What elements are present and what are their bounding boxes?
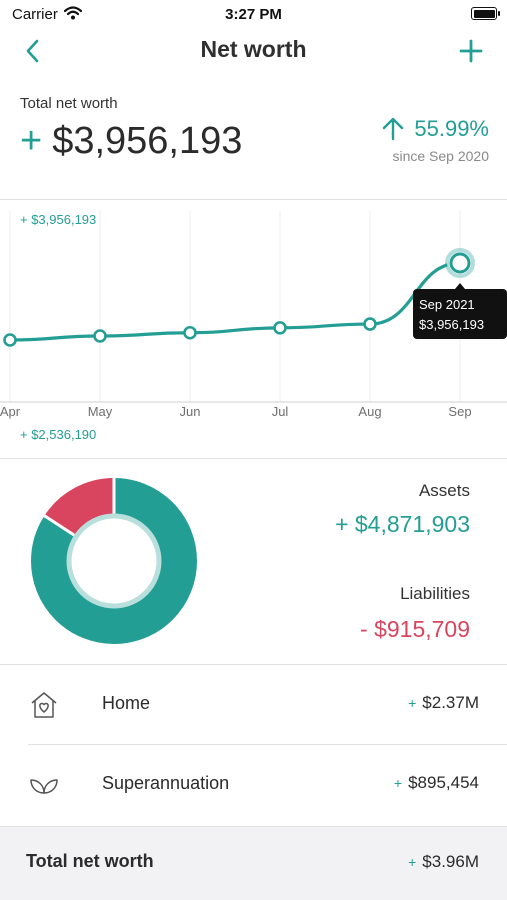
x-tick-label: Jul <box>272 404 289 419</box>
row-value: + $895,454 <box>394 773 479 793</box>
row-label: Superannuation <box>102 773 230 793</box>
data-point[interactable] <box>363 317 377 331</box>
donut-separator <box>43 514 78 538</box>
summary-label: Total net worth <box>20 95 118 112</box>
x-tick-label: Aug <box>358 404 381 419</box>
wifi-icon <box>63 6 83 25</box>
plus-icon[interactable] <box>457 36 485 66</box>
divider <box>0 664 507 665</box>
arrow-up-icon <box>383 117 404 141</box>
x-tick-label: Apr <box>0 404 21 419</box>
status-bar: Carrier 3:27 PM <box>0 0 507 28</box>
assets-value: + $4,871,903 <box>335 511 470 537</box>
summary-change: 55.99% <box>382 116 489 142</box>
row-amount: $895,454 <box>408 773 479 792</box>
house-heart-icon <box>28 689 60 721</box>
data-point[interactable] <box>3 333 17 347</box>
list-item-superannuation[interactable]: Superannuation + $895,454 <box>0 745 507 823</box>
total-label: Total net worth <box>26 851 154 871</box>
list-item-home[interactable]: Home + $2.37M <box>0 665 507 743</box>
data-point[interactable] <box>273 321 287 335</box>
change-since: since Sep 2020 <box>392 148 489 164</box>
carrier-name: Carrier <box>12 6 58 23</box>
total-net-worth-bar: Total net worth + $3.96M <box>0 826 507 900</box>
change-percent: 55.99% <box>414 116 489 141</box>
data-point[interactable] <box>183 325 197 340</box>
status-time: 3:27 PM <box>225 6 282 23</box>
battery-icon <box>471 7 500 20</box>
row-divider <box>28 744 507 745</box>
data-point[interactable] <box>93 329 107 343</box>
chart-min-label: + $2,536,190 <box>20 427 97 442</box>
row-value: + $2.37M <box>408 693 479 713</box>
row-label: Home <box>102 693 151 713</box>
x-tick-label: May <box>88 404 113 419</box>
liabilities-value: - $915,709 <box>360 616 470 642</box>
assets-liabilities-breakdown: Assets + $4,871,903 Liabilities - $915,7… <box>0 459 507 664</box>
net-worth-chart[interactable]: Apr May Jun Jul Aug Sep Sep 2021 $3,956,193 + $… <box>0 200 507 458</box>
row-sign: + <box>408 695 417 711</box>
x-tick-label: Sep <box>448 404 471 419</box>
selected-data-point[interactable] <box>449 252 471 274</box>
total-amount: $3.96M <box>422 852 479 871</box>
donut-hole <box>66 513 162 609</box>
series-line <box>8 261 462 342</box>
total-value: + $3.96M <box>408 852 479 872</box>
nav-bar: Net worth <box>0 28 507 74</box>
summary-amount: + $3,956,193 <box>20 120 242 163</box>
chart-tooltip: Sep 2021 $3,956,193 <box>413 283 507 339</box>
donut-chart[interactable] <box>28 475 200 647</box>
tooltip-amount: $3,956,193 <box>419 317 484 332</box>
net-worth-summary: Total net worth + $3,956,193 55.99% since… <box>0 90 507 200</box>
page-title: Net worth <box>200 36 307 62</box>
leaf-sprout-icon <box>28 769 60 801</box>
row-sign: + <box>393 775 403 791</box>
assets-label: Assets <box>418 481 470 500</box>
line-chart[interactable]: Apr May Jun Jul Aug Sep Sep 2021 $3,956,193 <box>0 200 507 458</box>
total-sign: + <box>408 854 417 870</box>
summary-value: $3,956,193 <box>52 120 243 162</box>
divider <box>0 458 507 459</box>
summary-sign: + <box>20 120 43 162</box>
tooltip-period: Sep 2021 <box>419 297 475 312</box>
x-tick-label: Jun <box>180 404 201 419</box>
chevron-left-icon[interactable] <box>20 36 48 66</box>
row-amount: $2.37M <box>422 693 479 712</box>
divider <box>0 199 507 200</box>
chart-max-label: + $3,956,193 <box>20 212 97 227</box>
liabilities-label: Liabilities <box>400 584 470 603</box>
